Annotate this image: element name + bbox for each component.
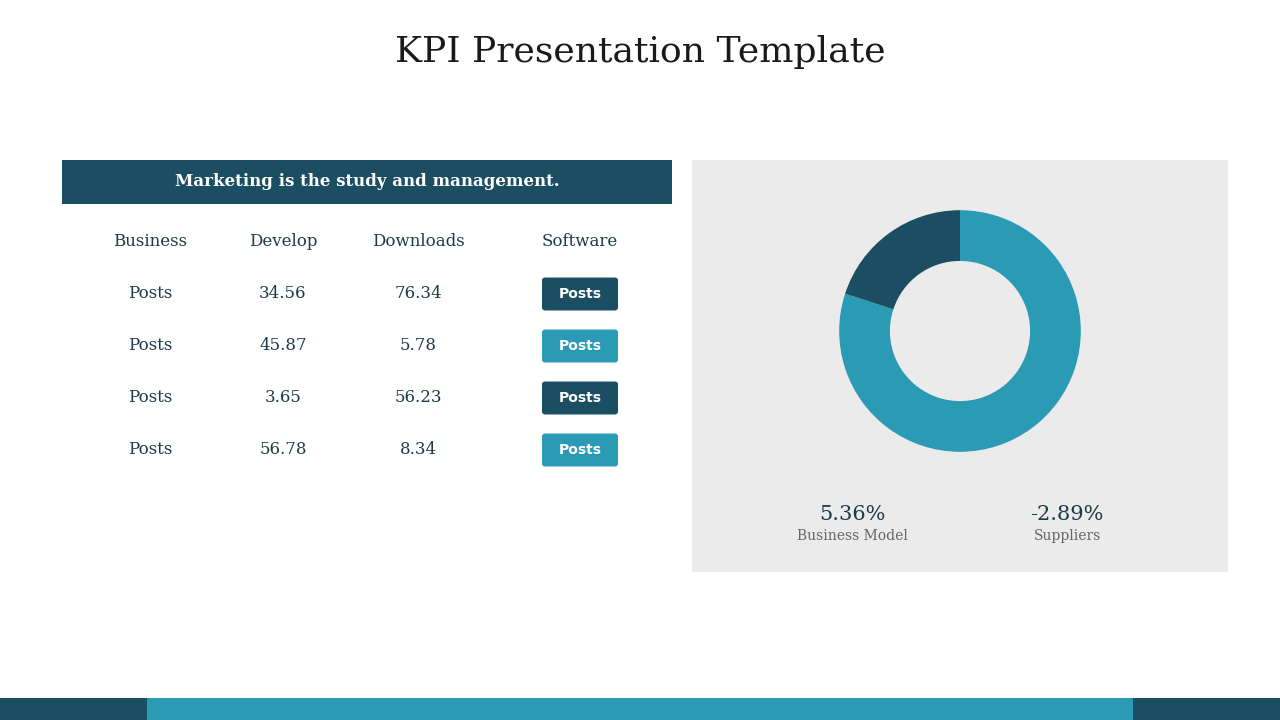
Text: Downloads: Downloads xyxy=(371,233,465,251)
FancyBboxPatch shape xyxy=(147,698,1133,720)
Text: 5.36%: 5.36% xyxy=(819,505,886,523)
Wedge shape xyxy=(845,210,960,310)
FancyBboxPatch shape xyxy=(692,160,1228,572)
Text: KPI Presentation Template: KPI Presentation Template xyxy=(394,35,886,69)
FancyBboxPatch shape xyxy=(541,277,618,310)
Text: 3.65: 3.65 xyxy=(265,390,301,407)
Text: Posts: Posts xyxy=(128,338,173,354)
Text: Posts: Posts xyxy=(558,339,602,353)
Text: Suppliers: Suppliers xyxy=(1033,529,1101,543)
FancyBboxPatch shape xyxy=(0,698,147,720)
Text: 45.87: 45.87 xyxy=(259,338,307,354)
Text: 34.56: 34.56 xyxy=(260,286,307,302)
Text: Business: Business xyxy=(113,233,187,251)
Text: -2.89%: -2.89% xyxy=(1030,505,1103,523)
Wedge shape xyxy=(840,210,1080,452)
Text: 8.34: 8.34 xyxy=(399,441,436,459)
FancyBboxPatch shape xyxy=(541,330,618,362)
Text: 56.23: 56.23 xyxy=(394,390,442,407)
Text: Marketing is the study and management.: Marketing is the study and management. xyxy=(174,174,559,191)
Text: Posts: Posts xyxy=(128,441,173,459)
Text: Develop: Develop xyxy=(248,233,317,251)
Text: Business Model: Business Model xyxy=(797,529,909,543)
Text: 5.78: 5.78 xyxy=(399,338,436,354)
Text: Posts: Posts xyxy=(128,390,173,407)
Text: Software: Software xyxy=(541,233,618,251)
FancyBboxPatch shape xyxy=(61,160,672,204)
FancyBboxPatch shape xyxy=(541,382,618,415)
Text: 56.78: 56.78 xyxy=(260,441,307,459)
Text: 76.34: 76.34 xyxy=(394,286,442,302)
Text: Posts: Posts xyxy=(128,286,173,302)
Text: Posts: Posts xyxy=(558,287,602,301)
FancyBboxPatch shape xyxy=(1133,698,1280,720)
Text: Posts: Posts xyxy=(558,443,602,457)
FancyBboxPatch shape xyxy=(541,433,618,467)
Text: Posts: Posts xyxy=(558,391,602,405)
